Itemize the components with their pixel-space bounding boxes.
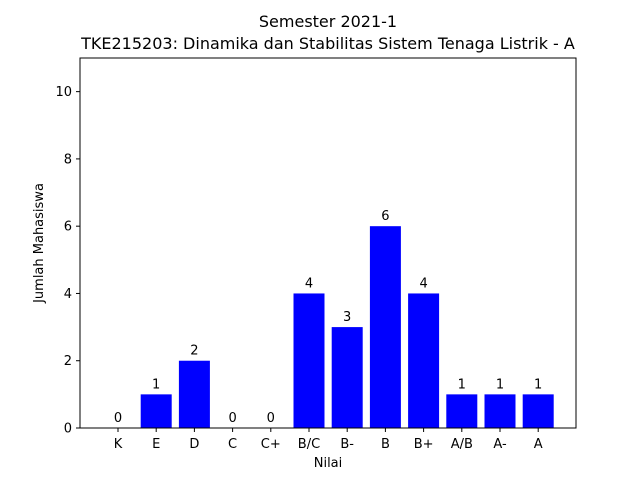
bar-E: [140, 394, 172, 428]
x-tick-label-B/C: B/C: [298, 437, 320, 452]
data-label-A-: 1: [496, 377, 504, 392]
bar-A-: [484, 394, 516, 428]
data-label-K: 0: [114, 411, 122, 426]
y-tick-label-10: 10: [55, 85, 72, 100]
y-axis-ticks: 0 2 4 6 8 10: [55, 85, 80, 437]
x-tick-label-K: K: [114, 437, 123, 452]
bar-B-: [331, 327, 363, 428]
data-label-B: 6: [381, 209, 389, 224]
x-axis-label: Nilai: [314, 456, 343, 471]
x-tick-label-D: D: [189, 437, 199, 452]
y-tick-label-0: 0: [64, 422, 72, 437]
bar-D: [178, 360, 210, 428]
data-label-C+: 0: [267, 411, 275, 426]
data-label-D: 2: [190, 344, 198, 359]
x-tick-label-B: B: [381, 437, 390, 452]
y-tick-label-2: 2: [64, 354, 72, 369]
bar-A/B: [446, 394, 478, 428]
bar-B/C: [293, 293, 325, 428]
bars-group: [140, 226, 554, 428]
y-tick-label-8: 8: [64, 152, 72, 167]
x-tick-label-E: E: [152, 437, 160, 452]
chart-title: Semester 2021-1: [259, 12, 397, 31]
chart-subtitle: TKE215203: Dinamika dan Stabilitas Siste…: [80, 34, 575, 53]
data-label-A/B: 1: [458, 377, 466, 392]
x-tick-label-C+: C+: [261, 437, 281, 452]
x-tick-label-A: A: [534, 437, 543, 452]
y-axis-label: Jumlah Mahasiswa: [32, 183, 47, 304]
x-tick-label-A-: A-: [493, 437, 507, 452]
data-label-E: 1: [152, 377, 160, 392]
x-tick-label-B-: B-: [340, 437, 354, 452]
y-tick-label-4: 4: [64, 287, 72, 302]
data-label-B+: 4: [419, 276, 427, 291]
bar-B: [369, 226, 401, 428]
data-labels-group: 0 1 2 0 0 4 3 6 4 1 1 1: [114, 209, 542, 426]
x-tick-label-C: C: [228, 437, 237, 452]
data-label-B-: 3: [343, 310, 351, 325]
data-label-A: 1: [534, 377, 542, 392]
data-label-C: 0: [228, 411, 236, 426]
bar-B+: [408, 293, 440, 428]
data-label-B/C: 4: [305, 276, 313, 291]
plot-frame: [79, 57, 577, 429]
bar-A: [522, 394, 554, 428]
y-tick-label-6: 6: [64, 220, 72, 235]
x-tick-label-B+: B+: [414, 437, 434, 452]
x-axis-ticks: K E D C C+ B/C B- B B+ A/B A- A: [114, 428, 543, 452]
x-tick-label-A/B: A/B: [451, 437, 473, 452]
